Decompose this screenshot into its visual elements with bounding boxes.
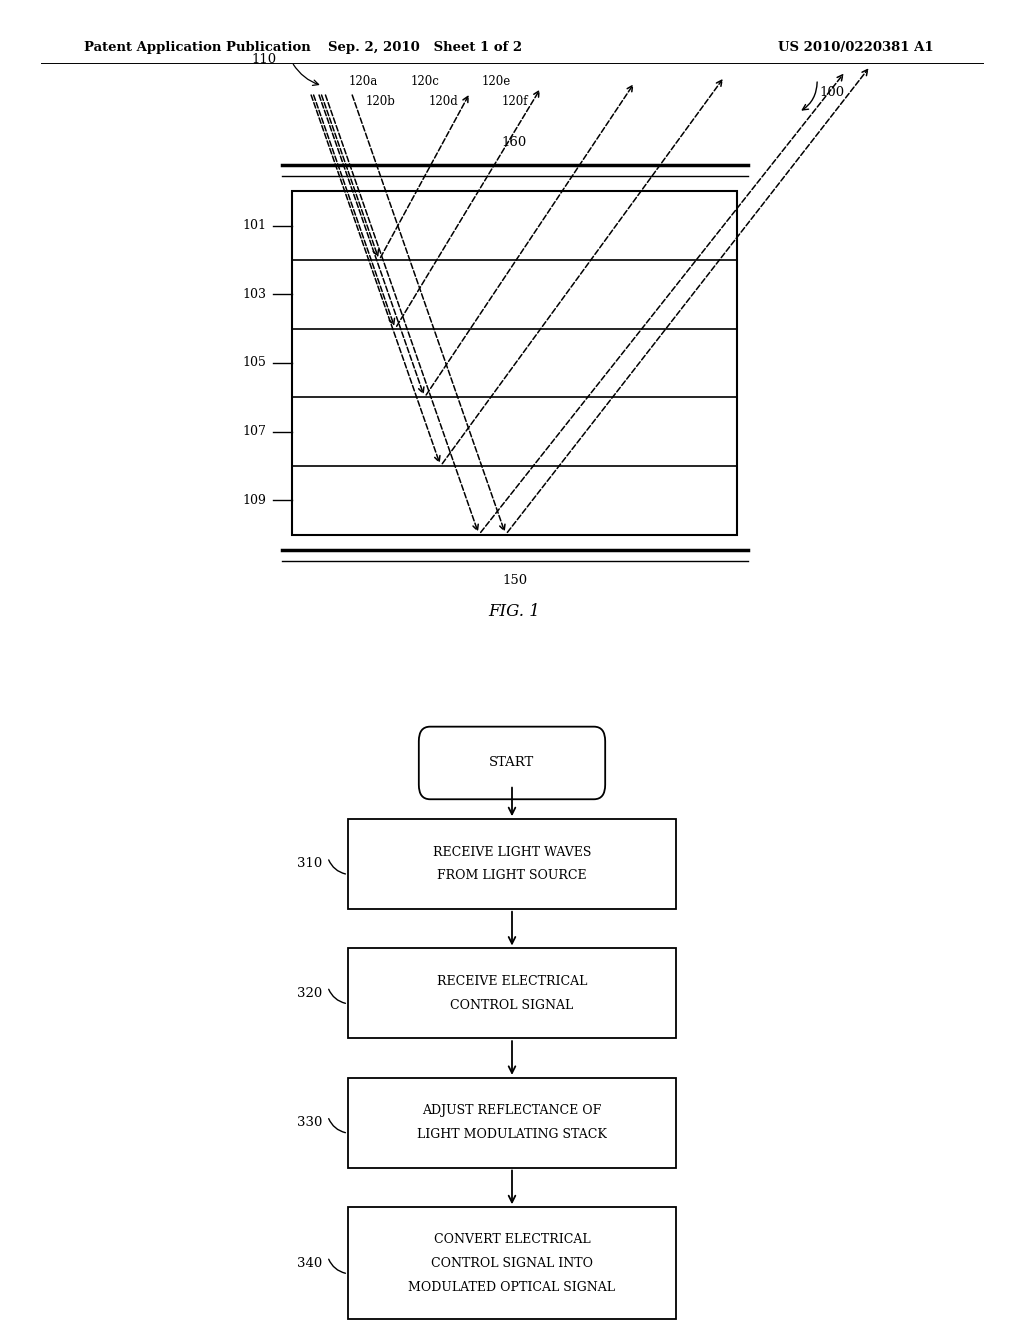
- Text: CONTROL SIGNAL INTO: CONTROL SIGNAL INTO: [431, 1257, 593, 1270]
- Text: 100: 100: [819, 86, 845, 99]
- Bar: [348, 949, 676, 1039]
- Text: Sep. 2, 2010   Sheet 1 of 2: Sep. 2, 2010 Sheet 1 of 2: [328, 41, 522, 54]
- Text: 340: 340: [297, 1257, 323, 1270]
- Text: START: START: [489, 756, 535, 770]
- Text: 120b: 120b: [366, 95, 396, 108]
- Text: RECEIVE LIGHT WAVES: RECEIVE LIGHT WAVES: [433, 846, 591, 858]
- Text: 320: 320: [297, 987, 323, 999]
- Text: 120f: 120f: [502, 95, 527, 108]
- Text: 120d: 120d: [428, 95, 458, 108]
- Text: LIGHT MODULATING STACK: LIGHT MODULATING STACK: [417, 1129, 607, 1140]
- Text: 330: 330: [297, 1117, 323, 1129]
- Text: 160: 160: [502, 136, 527, 149]
- Text: Patent Application Publication: Patent Application Publication: [84, 41, 310, 54]
- Text: 103: 103: [243, 288, 266, 301]
- Text: 120c: 120c: [411, 75, 440, 88]
- Bar: [292, 191, 737, 535]
- Text: 107: 107: [243, 425, 266, 438]
- Bar: [348, 1078, 676, 1168]
- Text: 105: 105: [243, 356, 266, 370]
- Bar: [348, 818, 676, 909]
- Text: 120a: 120a: [348, 75, 378, 88]
- Text: 110: 110: [251, 53, 276, 66]
- Bar: [348, 1208, 676, 1320]
- Text: FIG. 1: FIG. 1: [488, 603, 541, 619]
- Text: 101: 101: [243, 219, 266, 232]
- Text: 109: 109: [243, 494, 266, 507]
- Text: MODULATED OPTICAL SIGNAL: MODULATED OPTICAL SIGNAL: [409, 1280, 615, 1294]
- Text: FROM LIGHT SOURCE: FROM LIGHT SOURCE: [437, 870, 587, 882]
- Text: 310: 310: [297, 858, 323, 870]
- Text: RECEIVE ELECTRICAL: RECEIVE ELECTRICAL: [437, 975, 587, 987]
- Text: ADJUST REFLECTANCE OF: ADJUST REFLECTANCE OF: [422, 1105, 602, 1117]
- Text: 120e: 120e: [482, 75, 511, 88]
- Text: CONTROL SIGNAL: CONTROL SIGNAL: [451, 999, 573, 1011]
- Text: 150: 150: [502, 574, 527, 587]
- FancyBboxPatch shape: [419, 726, 605, 800]
- Text: CONVERT ELECTRICAL: CONVERT ELECTRICAL: [434, 1233, 590, 1246]
- Text: US 2010/0220381 A1: US 2010/0220381 A1: [778, 41, 934, 54]
